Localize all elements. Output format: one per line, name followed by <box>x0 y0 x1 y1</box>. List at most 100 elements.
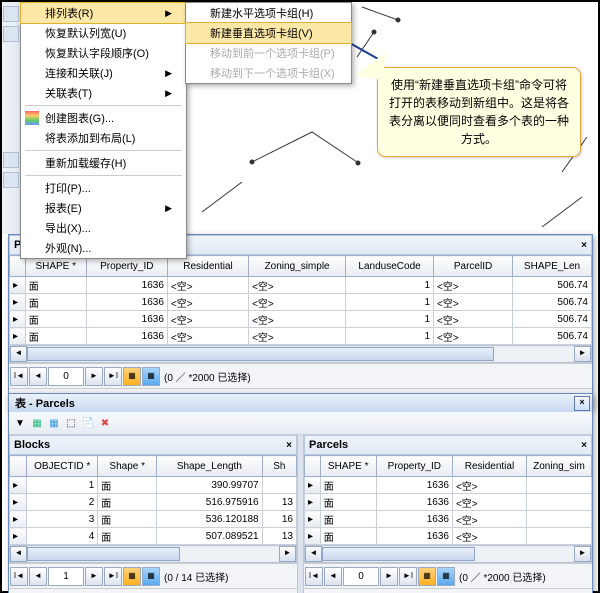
nav-first[interactable]: I◄ <box>10 367 28 386</box>
nav-last[interactable]: ►I <box>104 367 122 386</box>
tb-2[interactable]: ▦ <box>29 415 45 431</box>
cell[interactable]: 506.74 <box>513 311 592 328</box>
submenu-item[interactable]: 新建水平选项卡组(H) <box>186 3 351 23</box>
column-header[interactable]: Zoning_sim <box>526 456 591 477</box>
submenu-item[interactable]: 新建垂直选项卡组(V) <box>185 22 352 44</box>
cell[interactable]: 506.74 <box>513 294 592 311</box>
column-header[interactable]: Zoning_simple <box>249 256 346 277</box>
row-header[interactable]: ▸ <box>10 494 27 511</box>
tb-3[interactable]: ▦ <box>46 415 62 431</box>
menu-item[interactable]: 创建图表(G)... <box>21 108 186 128</box>
menu-item[interactable]: 排列表(R)▶ <box>20 2 187 24</box>
cell[interactable]: <空> <box>249 328 346 345</box>
close-icon[interactable]: × <box>581 240 587 251</box>
row-header[interactable]: ▸ <box>10 328 26 345</box>
menu-item[interactable]: 打印(P)... <box>21 178 186 198</box>
nav-prev[interactable]: ◄ <box>29 367 47 386</box>
cell[interactable]: 1 <box>346 311 434 328</box>
row-header[interactable]: ▸ <box>10 477 27 494</box>
menu-item[interactable]: 连接和关联(J)▶ <box>21 63 186 83</box>
menu-item[interactable]: 重新加载缓存(H) <box>21 153 186 173</box>
cell[interactable]: <空> <box>452 528 526 545</box>
nav-toggle-2[interactable]: ▦ <box>142 367 160 386</box>
cell[interactable]: <空> <box>167 328 248 345</box>
column-header[interactable]: Shape_Length <box>157 456 262 477</box>
cell[interactable]: 1636 <box>86 294 167 311</box>
cell[interactable]: 面 <box>98 494 157 511</box>
cell[interactable]: <空> <box>434 294 513 311</box>
column-header[interactable]: Property_ID <box>376 456 452 477</box>
cell[interactable]: 面 <box>320 528 376 545</box>
menu-item[interactable]: 导出(X)... <box>21 218 186 238</box>
cell[interactable]: 面 <box>25 294 86 311</box>
tb-5[interactable]: 📄 <box>80 415 96 431</box>
row-header[interactable]: ▸ <box>10 528 27 545</box>
cell[interactable] <box>526 528 591 545</box>
row-header[interactable]: ▸ <box>305 528 321 545</box>
cell[interactable]: 13 <box>262 494 296 511</box>
cell[interactable]: 1 <box>346 277 434 294</box>
cell[interactable]: 面 <box>98 477 157 494</box>
cell[interactable]: 1636 <box>376 494 452 511</box>
row-header[interactable]: ▸ <box>10 311 26 328</box>
cell[interactable]: <空> <box>434 311 513 328</box>
cell[interactable]: 1636 <box>86 277 167 294</box>
cell[interactable]: 506.74 <box>513 328 592 345</box>
cell[interactable]: <空> <box>167 311 248 328</box>
cell[interactable]: <空> <box>452 511 526 528</box>
menu-item[interactable]: 外观(N)... <box>21 238 186 258</box>
cell[interactable]: 506.74 <box>513 277 592 294</box>
cell[interactable]: <空> <box>167 277 248 294</box>
close-icon[interactable]: × <box>286 440 292 451</box>
cell[interactable]: 1636 <box>376 511 452 528</box>
cell[interactable]: 1636 <box>86 311 167 328</box>
splitter[interactable] <box>297 435 304 593</box>
row-header[interactable]: ▸ <box>10 511 27 528</box>
column-header[interactable]: ParcelID <box>434 256 513 277</box>
cell[interactable]: 面 <box>320 477 376 494</box>
row-header[interactable]: ▸ <box>305 511 321 528</box>
cell[interactable]: 面 <box>98 511 157 528</box>
cell[interactable]: 2 <box>27 494 98 511</box>
cell[interactable]: 4 <box>27 528 98 545</box>
cell[interactable]: 1 <box>27 477 98 494</box>
cell[interactable]: 面 <box>25 277 86 294</box>
menu-item[interactable]: 恢复默认字段顺序(O) <box>21 43 186 63</box>
cell[interactable]: <空> <box>452 494 526 511</box>
cell[interactable] <box>526 494 591 511</box>
column-header[interactable]: Sh <box>262 456 296 477</box>
cell[interactable]: 1636 <box>86 328 167 345</box>
cell[interactable]: 390.99707 <box>157 477 262 494</box>
row-header[interactable]: ▸ <box>305 477 321 494</box>
close-button[interactable]: × <box>574 396 590 411</box>
cell[interactable]: <空> <box>249 277 346 294</box>
h-scrollbar[interactable]: ◄► <box>9 545 297 563</box>
column-header[interactable]: LanduseCode <box>346 256 434 277</box>
cell[interactable] <box>526 477 591 494</box>
cell[interactable]: 面 <box>98 528 157 545</box>
tb-6[interactable]: ✖ <box>97 415 113 431</box>
tb-4[interactable]: ⬚ <box>63 415 79 431</box>
column-header[interactable]: SHAPE * <box>320 456 376 477</box>
cell[interactable]: <空> <box>434 328 513 345</box>
cell[interactable]: 面 <box>25 311 86 328</box>
cell[interactable]: 面 <box>320 494 376 511</box>
nav-toggle-1[interactable]: ▦ <box>123 367 141 386</box>
nav-position[interactable] <box>48 367 84 386</box>
h-scrollbar[interactable]: ◄► <box>9 345 592 363</box>
h-scrollbar[interactable]: ◄► <box>304 545 592 563</box>
cell[interactable]: 516.975916 <box>157 494 262 511</box>
cell[interactable] <box>526 511 591 528</box>
menu-item[interactable]: 报表(E)▶ <box>21 198 186 218</box>
cell[interactable] <box>262 477 296 494</box>
cell[interactable]: 536.120188 <box>157 511 262 528</box>
cell[interactable]: <空> <box>452 477 526 494</box>
menu-item[interactable]: 将表添加到布局(L) <box>21 128 186 148</box>
menu-item[interactable]: 恢复默认列宽(U) <box>21 23 186 43</box>
cell[interactable]: 3 <box>27 511 98 528</box>
cell[interactable]: 16 <box>262 511 296 528</box>
cell[interactable]: <空> <box>249 311 346 328</box>
column-header[interactable]: Shape * <box>98 456 157 477</box>
menu-item[interactable]: 关联表(T)▶ <box>21 83 186 103</box>
column-header[interactable]: Residential <box>452 456 526 477</box>
